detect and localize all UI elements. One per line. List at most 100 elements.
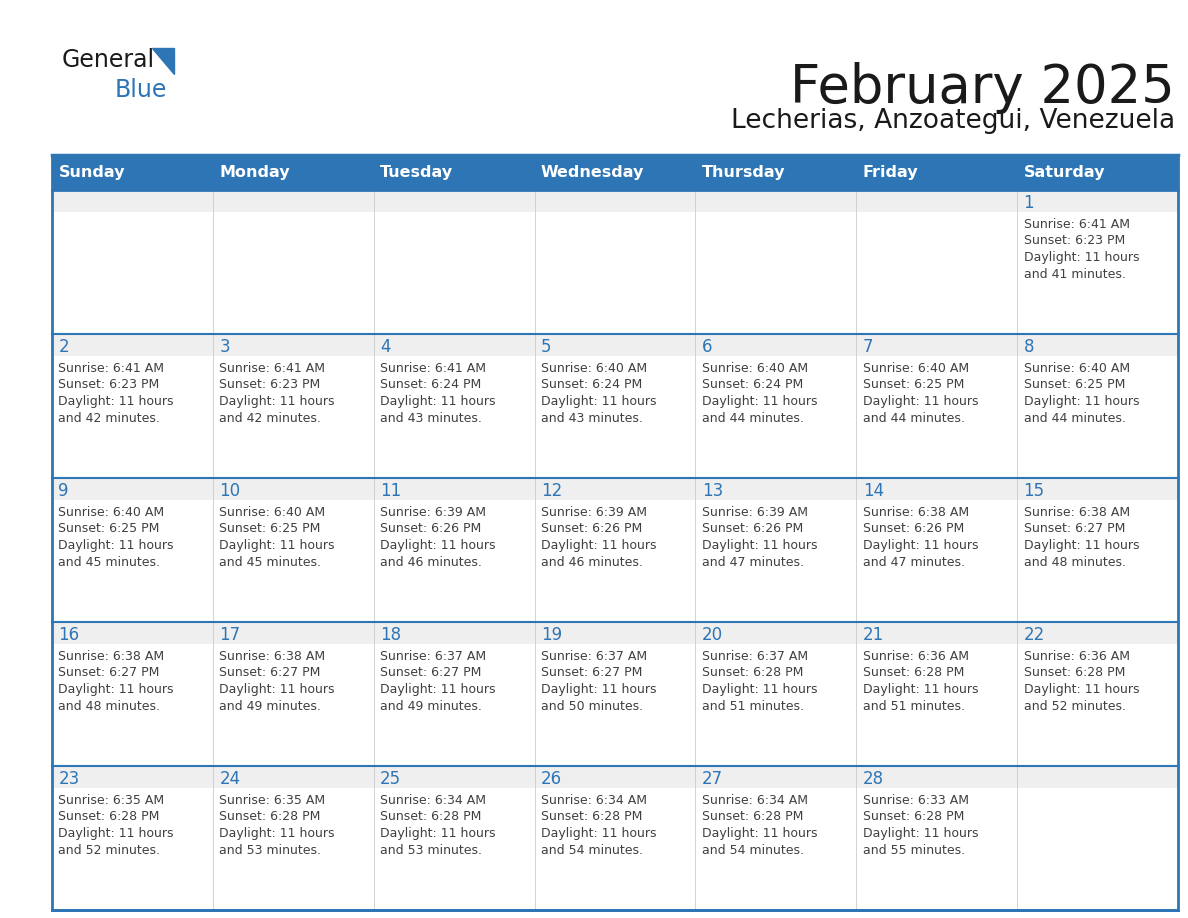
- Text: 6: 6: [702, 338, 713, 356]
- Bar: [374, 155, 535, 190]
- Text: 10: 10: [220, 482, 240, 500]
- Text: Daylight: 11 hours: Daylight: 11 hours: [541, 683, 657, 696]
- Text: Monday: Monday: [220, 165, 290, 180]
- Bar: [52, 212, 213, 334]
- Bar: [695, 788, 857, 910]
- Bar: [52, 190, 213, 212]
- Bar: [374, 356, 535, 478]
- Text: Sunrise: 6:41 AM: Sunrise: 6:41 AM: [220, 362, 326, 375]
- Bar: [1017, 155, 1178, 190]
- Text: 8: 8: [1024, 338, 1034, 356]
- Bar: [695, 356, 857, 478]
- Text: Daylight: 11 hours: Daylight: 11 hours: [702, 827, 817, 840]
- Text: Daylight: 11 hours: Daylight: 11 hours: [220, 395, 335, 408]
- Bar: [374, 212, 535, 334]
- Bar: [535, 788, 695, 910]
- Text: Daylight: 11 hours: Daylight: 11 hours: [58, 539, 173, 552]
- Polygon shape: [152, 48, 173, 74]
- Bar: [695, 190, 857, 212]
- Bar: [52, 622, 213, 644]
- Bar: [1017, 766, 1178, 788]
- Bar: [374, 500, 535, 622]
- Text: and 54 minutes.: and 54 minutes.: [702, 844, 804, 856]
- Bar: [52, 644, 213, 766]
- Text: Daylight: 11 hours: Daylight: 11 hours: [541, 395, 657, 408]
- Bar: [52, 334, 213, 356]
- Bar: [695, 334, 857, 356]
- Text: Sunset: 6:27 PM: Sunset: 6:27 PM: [541, 666, 643, 679]
- Bar: [1017, 190, 1178, 212]
- Text: Sunset: 6:25 PM: Sunset: 6:25 PM: [220, 522, 321, 535]
- Text: Tuesday: Tuesday: [380, 165, 454, 180]
- Bar: [695, 500, 857, 622]
- Text: 17: 17: [220, 626, 240, 644]
- Text: Sunset: 6:28 PM: Sunset: 6:28 PM: [862, 811, 965, 823]
- Text: Sunset: 6:26 PM: Sunset: 6:26 PM: [702, 522, 803, 535]
- Text: Sunrise: 6:36 AM: Sunrise: 6:36 AM: [862, 650, 968, 663]
- Text: 28: 28: [862, 770, 884, 788]
- Text: 15: 15: [1024, 482, 1044, 500]
- Text: and 51 minutes.: and 51 minutes.: [702, 700, 804, 712]
- Text: Sunrise: 6:37 AM: Sunrise: 6:37 AM: [702, 650, 808, 663]
- Bar: [857, 356, 1017, 478]
- Bar: [857, 155, 1017, 190]
- Text: 21: 21: [862, 626, 884, 644]
- Text: 22: 22: [1024, 626, 1044, 644]
- Text: Sunrise: 6:38 AM: Sunrise: 6:38 AM: [58, 650, 165, 663]
- Text: Sunday: Sunday: [58, 165, 125, 180]
- Text: Daylight: 11 hours: Daylight: 11 hours: [380, 683, 495, 696]
- Bar: [374, 644, 535, 766]
- Bar: [374, 334, 535, 356]
- Text: Daylight: 11 hours: Daylight: 11 hours: [541, 539, 657, 552]
- Bar: [1017, 500, 1178, 622]
- Text: 5: 5: [541, 338, 551, 356]
- Text: Blue: Blue: [115, 78, 168, 102]
- Text: Sunset: 6:26 PM: Sunset: 6:26 PM: [380, 522, 481, 535]
- Text: Thursday: Thursday: [702, 165, 785, 180]
- Bar: [1017, 622, 1178, 644]
- Text: Sunset: 6:24 PM: Sunset: 6:24 PM: [380, 378, 481, 391]
- Text: 26: 26: [541, 770, 562, 788]
- Bar: [695, 155, 857, 190]
- Text: Daylight: 11 hours: Daylight: 11 hours: [1024, 395, 1139, 408]
- Text: Sunset: 6:28 PM: Sunset: 6:28 PM: [702, 811, 803, 823]
- Text: and 44 minutes.: and 44 minutes.: [1024, 411, 1125, 424]
- Text: Sunrise: 6:34 AM: Sunrise: 6:34 AM: [541, 794, 647, 807]
- Bar: [52, 356, 213, 478]
- Bar: [535, 190, 695, 212]
- Text: Sunset: 6:26 PM: Sunset: 6:26 PM: [862, 522, 963, 535]
- Bar: [695, 622, 857, 644]
- Text: Sunrise: 6:33 AM: Sunrise: 6:33 AM: [862, 794, 968, 807]
- Bar: [1017, 212, 1178, 334]
- Text: Daylight: 11 hours: Daylight: 11 hours: [58, 395, 173, 408]
- Text: Sunrise: 6:35 AM: Sunrise: 6:35 AM: [220, 794, 326, 807]
- Text: 14: 14: [862, 482, 884, 500]
- Bar: [857, 788, 1017, 910]
- Text: 20: 20: [702, 626, 723, 644]
- Bar: [213, 155, 374, 190]
- Bar: [213, 622, 374, 644]
- Bar: [857, 190, 1017, 212]
- Text: and 41 minutes.: and 41 minutes.: [1024, 267, 1125, 281]
- Text: 3: 3: [220, 338, 230, 356]
- Bar: [213, 334, 374, 356]
- Text: Wednesday: Wednesday: [541, 165, 644, 180]
- Text: 2: 2: [58, 338, 69, 356]
- Text: Daylight: 11 hours: Daylight: 11 hours: [702, 539, 817, 552]
- Text: Sunset: 6:28 PM: Sunset: 6:28 PM: [702, 666, 803, 679]
- Bar: [213, 190, 374, 212]
- Text: Daylight: 11 hours: Daylight: 11 hours: [58, 827, 173, 840]
- Text: Sunrise: 6:39 AM: Sunrise: 6:39 AM: [702, 506, 808, 519]
- Bar: [535, 500, 695, 622]
- Bar: [213, 788, 374, 910]
- Text: and 49 minutes.: and 49 minutes.: [380, 700, 482, 712]
- Bar: [535, 334, 695, 356]
- Bar: [52, 478, 213, 500]
- Text: Daylight: 11 hours: Daylight: 11 hours: [702, 395, 817, 408]
- Text: Sunrise: 6:34 AM: Sunrise: 6:34 AM: [702, 794, 808, 807]
- Text: 25: 25: [380, 770, 402, 788]
- Text: Sunset: 6:23 PM: Sunset: 6:23 PM: [220, 378, 321, 391]
- Text: Sunset: 6:28 PM: Sunset: 6:28 PM: [541, 811, 643, 823]
- Text: Sunrise: 6:40 AM: Sunrise: 6:40 AM: [220, 506, 326, 519]
- Text: and 55 minutes.: and 55 minutes.: [862, 844, 965, 856]
